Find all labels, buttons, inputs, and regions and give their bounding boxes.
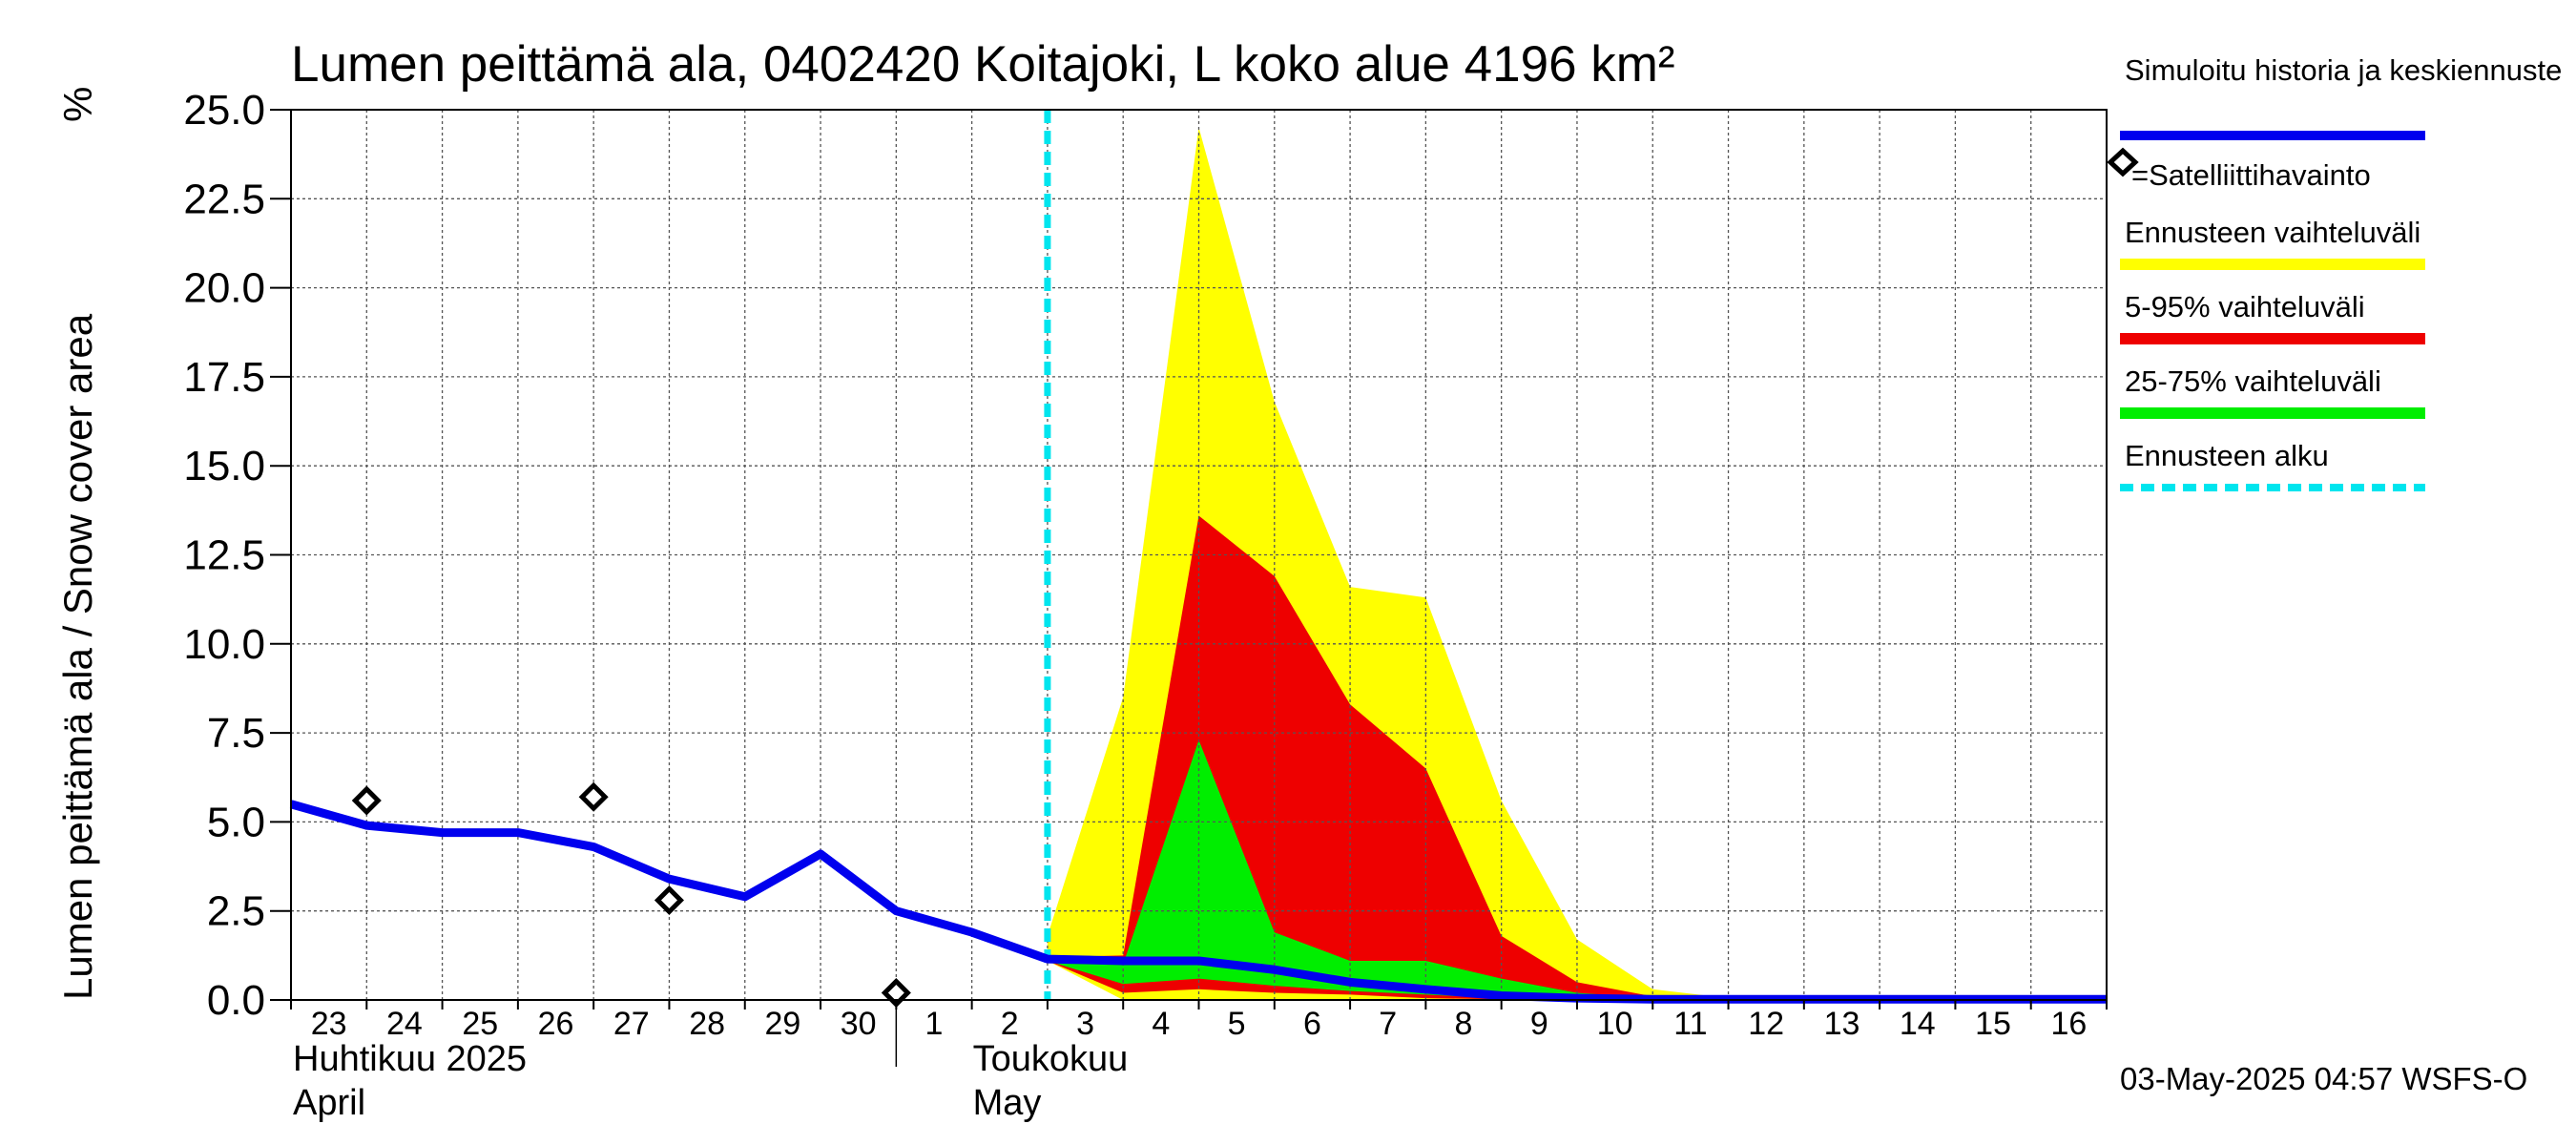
y-tick-label: 25.0 xyxy=(183,87,265,134)
x-tick-label: 16 xyxy=(2050,1006,2087,1042)
x-tick-label: 30 xyxy=(841,1006,877,1042)
satellite-observations xyxy=(351,781,911,1009)
x-tick-label: 9 xyxy=(1530,1006,1548,1042)
plot-area xyxy=(289,109,2108,1009)
y-tick-label: 2.5 xyxy=(207,888,265,935)
y-tick-label: 17.5 xyxy=(183,354,265,401)
timestamp: 03-May-2025 04:57 WSFS-O xyxy=(2120,1061,2527,1096)
satellite-point xyxy=(578,781,609,812)
x-tick-label: 4 xyxy=(1152,1006,1170,1042)
legend-label-simulated: Simuloitu historia ja keskiennuste xyxy=(2125,53,2562,87)
y-axis-ticks: 0.0 2.5 5.0 7.5 10.0 12.5 15.0 17.5 20.0 22.5 25.0 xyxy=(183,87,291,1024)
month-label-en: May xyxy=(973,1083,1042,1123)
y-tick-label: 15.0 xyxy=(183,443,265,489)
x-tick-label: 24 xyxy=(386,1006,423,1042)
x-tick-label: 10 xyxy=(1597,1006,1633,1042)
x-tick-label: 14 xyxy=(1900,1006,1936,1042)
x-tick-label: 1 xyxy=(925,1006,944,1042)
month-label-fi: Toukokuu xyxy=(973,1039,1129,1079)
y-tick-label: 12.5 xyxy=(183,532,265,579)
chart-title: Lumen peittämä ala, 0402420 Koitajoki, L… xyxy=(291,36,1675,93)
x-tick-label: 27 xyxy=(613,1006,650,1042)
x-tick-label: 29 xyxy=(764,1006,800,1042)
legend-label-forecast-start: Ennusteen alku xyxy=(2125,439,2329,472)
legend-label-range: Ennusteen vaihteluväli xyxy=(2125,216,2420,249)
satellite-point xyxy=(351,785,382,816)
x-tick-label: 28 xyxy=(689,1006,725,1042)
x-axis-ticks: 23 24 25 26 27 28 29 30 1 2 3 4 5 6 7 8 9 10 11 12 13 14 15 16 xyxy=(290,1000,2108,1042)
x-tick-label: 12 xyxy=(1748,1006,1784,1042)
legend-swatch-satellite xyxy=(2107,147,2139,177)
x-tick-label: 8 xyxy=(1455,1006,1473,1042)
legend: Simuloitu historia ja keskiennuste =Sate… xyxy=(2107,53,2562,491)
x-tick-label: 25 xyxy=(462,1006,498,1042)
y-tick-label: 5.0 xyxy=(207,799,265,845)
x-tick-label: 3 xyxy=(1076,1006,1094,1042)
satellite-point xyxy=(654,885,684,916)
y-tick-label: 0.0 xyxy=(207,977,265,1024)
x-tick-label: 7 xyxy=(1379,1006,1397,1042)
y-axis-unit: % xyxy=(55,87,100,122)
x-tick-label: 23 xyxy=(311,1006,347,1042)
legend-label-5-95: 5-95% vaihteluväli xyxy=(2125,290,2365,323)
x-tick-label: 11 xyxy=(1673,1006,1707,1042)
y-axis-label: Lumen peittämä ala / Snow cover area xyxy=(55,313,100,1000)
legend-label-25-75: 25-75% vaihteluväli xyxy=(2125,364,2381,398)
y-tick-label: 10.0 xyxy=(183,621,265,668)
y-tick-label: 20.0 xyxy=(183,265,265,312)
grid-lines xyxy=(291,110,2107,1000)
x-tick-label: 26 xyxy=(538,1006,574,1042)
month-label-en: April xyxy=(293,1083,365,1123)
x-tick-label: 6 xyxy=(1303,1006,1321,1042)
y-tick-label: 22.5 xyxy=(183,176,265,222)
x-tick-label: 2 xyxy=(1001,1006,1019,1042)
legend-label-satellite: =Satelliittihavainto xyxy=(2131,158,2371,192)
x-tick-label: 13 xyxy=(1824,1006,1860,1042)
month-label-fi: Huhtikuu 2025 xyxy=(293,1039,527,1079)
x-tick-label: 15 xyxy=(1975,1006,2011,1042)
y-tick-label: 7.5 xyxy=(207,710,265,757)
x-tick-label: 5 xyxy=(1228,1006,1246,1042)
